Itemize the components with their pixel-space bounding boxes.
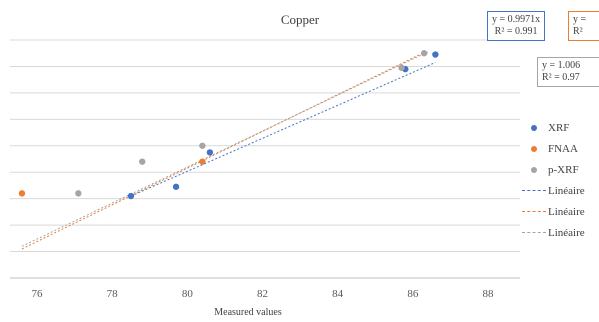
point-xrf	[206, 149, 214, 156]
equation-box-xrf: y = 0.9971x R² = 0.991	[487, 11, 546, 41]
x-tick-label: 84	[332, 288, 344, 300]
legend-label-trend-pxrf: Linéaire	[548, 226, 585, 239]
point-xrf	[432, 51, 439, 58]
point-p-xrf	[139, 158, 146, 165]
legend-item-pxrf: p-XRF	[520, 159, 599, 180]
legend-item-xrf: XRF	[520, 117, 599, 138]
equation-box-pxrf: y = 1.006 R² = 0.97	[537, 57, 599, 87]
point-fnaa	[199, 158, 206, 165]
legend-label-trend-xrf: Linéaire	[548, 184, 585, 197]
equation-fnaa-line1: y =	[573, 14, 587, 25]
trendlines	[21, 50, 436, 250]
chart-title: Copper	[281, 12, 320, 27]
gridlines	[10, 39, 520, 279]
trendline-1	[21, 50, 429, 250]
x-tick-label: 76	[32, 288, 44, 300]
x-tick-label: 88	[483, 288, 495, 300]
legend-item-fnaa: FNAA	[520, 138, 599, 159]
legend-item-trend-fnaa: Linéaire	[520, 201, 599, 222]
x-tick-label: 86	[407, 288, 419, 300]
trendline-2	[21, 51, 429, 247]
equation-pxrf-line1: y = 1.006	[542, 60, 581, 71]
point-p-xrf	[398, 64, 405, 71]
legend-item-trend-pxrf: Linéaire	[520, 222, 599, 243]
equation-box-fnaa: y = R²	[568, 11, 599, 41]
legend-label-fnaa: FNAA	[548, 142, 578, 155]
legend-marker-pxrf	[531, 166, 537, 173]
legend-marker-xrf	[531, 124, 537, 131]
x-tick-labels: 76 78 80 82 84 86 88	[32, 288, 495, 300]
legend-item-trend-xrf: Linéaire	[520, 180, 599, 201]
legend: XRF FNAA p-XRF Linéaire Linéaire Linéair…	[520, 117, 599, 243]
equation-xrf-line1: y = 0.9971x	[492, 14, 541, 25]
equation-pxrf-line2: R² = 0.97	[542, 72, 580, 83]
point-xrf	[127, 192, 135, 200]
point-p-xrf	[199, 142, 206, 149]
legend-line-pxrf	[522, 232, 546, 233]
legend-label-trend-fnaa: Linéaire	[548, 205, 585, 218]
x-tick-label: 80	[182, 288, 194, 300]
point-p-xrf	[75, 190, 82, 197]
point-xrf	[172, 183, 180, 190]
trendline-0	[130, 62, 436, 197]
legend-label-xrf: XRF	[548, 121, 570, 134]
x-axis-label: Measured values	[214, 307, 282, 318]
legend-line-xrf	[522, 190, 546, 191]
data-points	[18, 50, 439, 200]
point-p-xrf	[420, 50, 428, 57]
legend-label-pxrf: p-XRF	[548, 163, 579, 176]
point-fnaa	[18, 190, 26, 197]
legend-marker-fnaa	[531, 145, 537, 152]
equation-fnaa-line2: R²	[573, 26, 583, 37]
x-tick-label: 78	[107, 288, 119, 300]
legend-line-fnaa	[522, 211, 546, 212]
x-tick-label: 82	[257, 288, 268, 300]
equation-xrf-line2: R² = 0.991	[494, 26, 538, 37]
